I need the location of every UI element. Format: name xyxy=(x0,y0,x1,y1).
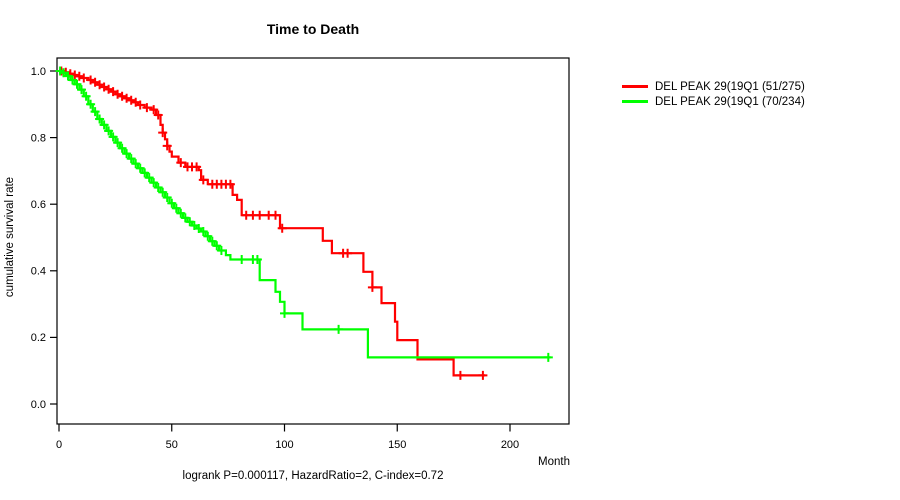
series-2-line-swatch xyxy=(622,100,648,103)
chart-title: Time to Death xyxy=(266,21,360,37)
y-tick-label: 0.6 xyxy=(31,199,46,211)
y-tick-label: 0.4 xyxy=(31,266,46,278)
x-tick-label: 200 xyxy=(501,439,519,451)
legend: DEL PEAK 29(19Q1 (51/275) DEL PEAK 29(19… xyxy=(622,79,805,109)
survival-curve-series-1 xyxy=(59,69,486,377)
censor-marks-series-1 xyxy=(56,66,488,380)
y-tick-label: 0.2 xyxy=(31,332,46,344)
plot-border xyxy=(56,57,570,425)
legend-item: DEL PEAK 29(19Q1 (51/275) xyxy=(622,79,805,94)
x-tick-label: 100 xyxy=(275,439,293,451)
y-tick-label: 0.0 xyxy=(31,399,46,411)
legend-label: DEL PEAK 29(19Q1 (51/275) xyxy=(655,80,805,93)
survival-curve-series-2 xyxy=(59,69,551,359)
legend-label: DEL PEAK 29(19Q1 (70/234) xyxy=(655,95,805,108)
y-tick-label: 0.8 xyxy=(31,132,46,144)
x-tick-label: 50 xyxy=(166,439,178,451)
x-axis-title: Month xyxy=(538,456,570,468)
censor-marks-series-2 xyxy=(55,66,553,362)
y-tick-label: 1.0 xyxy=(31,66,46,78)
x-tick-label: 0 xyxy=(56,439,62,451)
series-1-line-swatch xyxy=(622,85,648,88)
stats-annotation: logrank P=0.000117, HazardRatio=2, C-ind… xyxy=(182,470,444,482)
x-tick-label: 150 xyxy=(388,439,406,451)
legend-item: DEL PEAK 29(19Q1 (70/234) xyxy=(622,94,805,109)
